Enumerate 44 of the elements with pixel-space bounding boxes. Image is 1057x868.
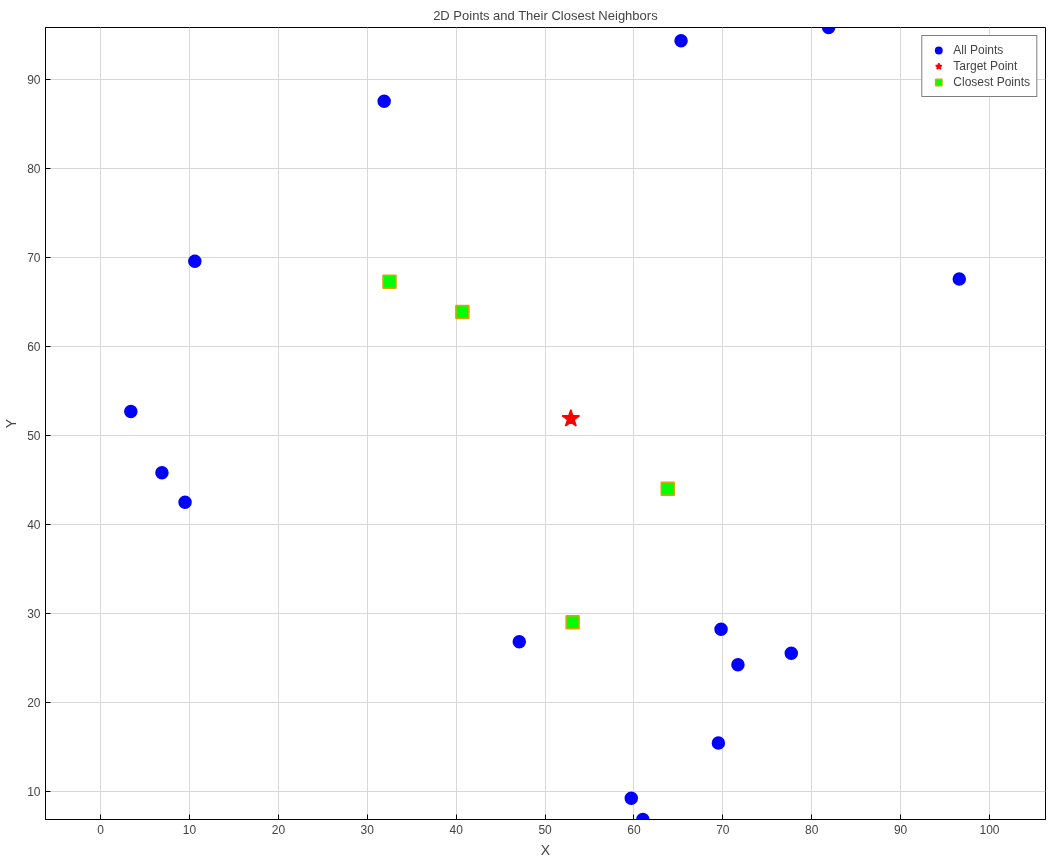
point	[178, 495, 192, 509]
point	[561, 408, 581, 427]
point	[660, 481, 675, 497]
point	[455, 304, 470, 320]
x-tick-label: 10	[182, 822, 197, 837]
x-tick-label: 0	[97, 822, 105, 837]
point	[188, 254, 202, 269]
legend-label: Closest Points	[953, 75, 1030, 89]
y-tick-label: 60	[27, 340, 41, 355]
point	[382, 274, 397, 289]
x-tick-label: 100	[979, 822, 1000, 837]
x-tick-label: 30	[360, 822, 375, 837]
y-tick-label: 30	[27, 606, 41, 621]
point	[377, 94, 391, 109]
x-tick-label: 40	[449, 822, 464, 837]
point	[565, 614, 580, 630]
legend-label: All Points	[953, 43, 1004, 57]
y-tick-label: 70	[27, 251, 41, 266]
y-tick-label: 90	[27, 73, 41, 88]
x-tick-label: 90	[893, 822, 908, 837]
point	[155, 466, 169, 480]
x-tick-label: 80	[805, 822, 819, 837]
y-tick-label: 50	[27, 429, 41, 443]
x-axis-title: X	[540, 841, 551, 858]
x-tick-label: 60	[627, 822, 641, 837]
x-tick-label: 50	[538, 822, 553, 837]
y-tick-label: 40	[27, 517, 41, 532]
x-tick-label: 20	[271, 822, 286, 837]
point	[711, 736, 726, 750]
legend-label: Target Point	[953, 59, 1018, 73]
point	[674, 34, 688, 48]
point	[952, 272, 967, 286]
y-tick-label: 10	[27, 784, 41, 799]
point	[512, 634, 527, 649]
point	[714, 622, 728, 637]
y-tick-label: 20	[27, 695, 41, 710]
x-tick-label: 70	[716, 822, 730, 837]
y-axis-title: Y	[3, 418, 20, 429]
y-tick-label: 80	[27, 162, 41, 177]
point	[784, 646, 799, 661]
point	[624, 791, 639, 805]
chart-title: 2D Points and Their Closest Neighbors	[433, 7, 659, 23]
point	[124, 404, 138, 419]
point	[731, 658, 745, 672]
